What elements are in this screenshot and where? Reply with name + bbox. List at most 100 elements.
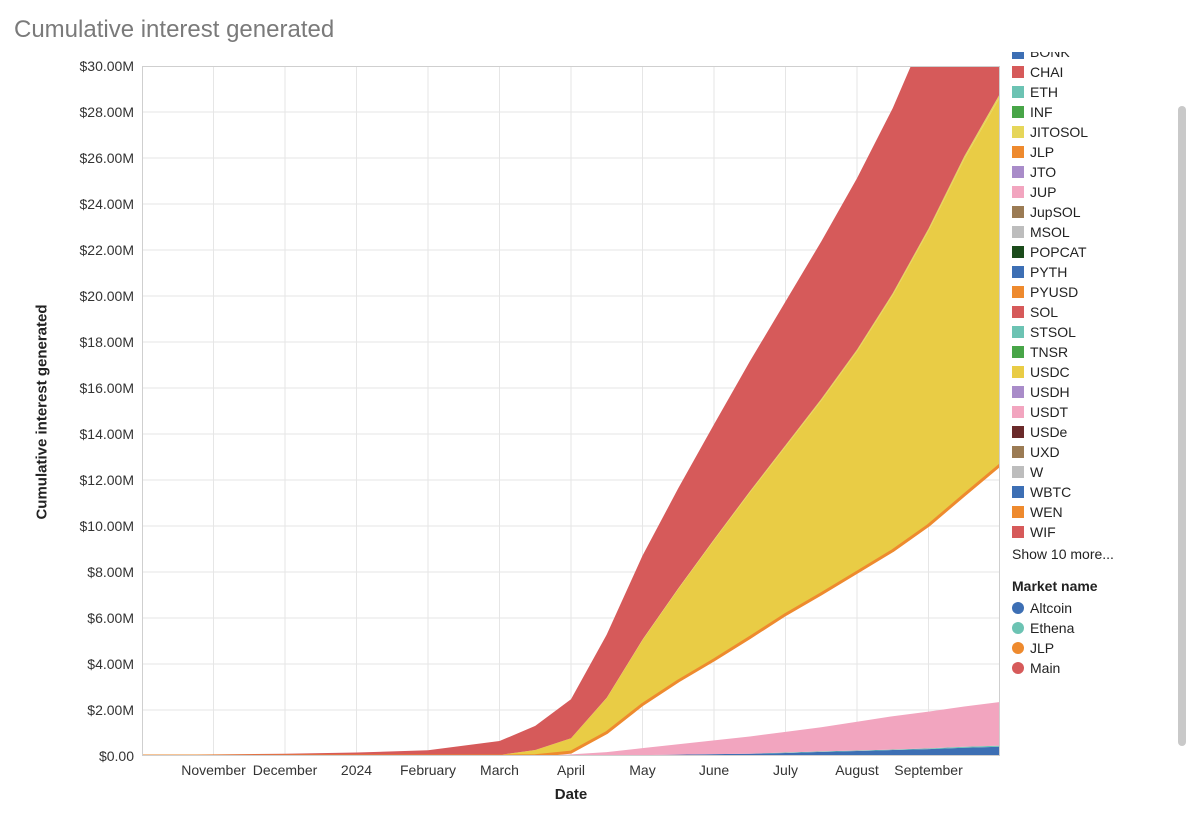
- legend-item[interactable]: JUP: [1012, 182, 1172, 202]
- legend-market-item[interactable]: Main: [1012, 658, 1172, 678]
- legend-label: CHAI: [1030, 65, 1063, 79]
- legend-label: MSOL: [1030, 225, 1070, 239]
- legend-swatch: [1012, 226, 1024, 238]
- legend-market-item[interactable]: Altcoin: [1012, 598, 1172, 618]
- legend-item[interactable]: MSOL: [1012, 222, 1172, 242]
- x-tick-label: July: [773, 762, 798, 778]
- scrollbar-track[interactable]: [1178, 102, 1186, 802]
- legend-item[interactable]: USDe: [1012, 422, 1172, 442]
- legend-item[interactable]: W: [1012, 462, 1172, 482]
- legend-swatch: [1012, 286, 1024, 298]
- chart-frame: Cumulative interest generated $0.00$2.00…: [14, 52, 1186, 812]
- legend-swatch: [1012, 602, 1024, 614]
- x-tick-label: November: [181, 762, 246, 778]
- legend-item[interactable]: JLP: [1012, 142, 1172, 162]
- legend-item[interactable]: BONK: [1012, 52, 1172, 62]
- x-tick-label: September: [894, 762, 962, 778]
- y-tick-label: $0.00: [14, 748, 134, 764]
- x-tick-label: March: [480, 762, 519, 778]
- legend-label: ETH: [1030, 85, 1058, 99]
- legend-item[interactable]: POPCAT: [1012, 242, 1172, 262]
- y-tick-label: $26.00M: [14, 150, 134, 166]
- legend-item[interactable]: WEN: [1012, 502, 1172, 522]
- legend-item[interactable]: TNSR: [1012, 342, 1172, 362]
- legend-label: JUP: [1030, 185, 1056, 199]
- legend-item[interactable]: SOL: [1012, 302, 1172, 322]
- legend-asset-list: BONK CHAI ETH INF JITOSOL JLP JTO JUP JupSOL MSOL…: [1012, 52, 1172, 542]
- y-tick-label: $6.00M: [14, 610, 134, 626]
- legend-swatch: [1012, 662, 1024, 674]
- legend-item[interactable]: USDC: [1012, 362, 1172, 382]
- legend-label: PYTH: [1030, 265, 1067, 279]
- legend-label: WIF: [1030, 525, 1056, 539]
- legend-swatch: [1012, 86, 1024, 98]
- legend-swatch: [1012, 246, 1024, 258]
- scrollbar-thumb[interactable]: [1178, 106, 1186, 746]
- legend-swatch: [1012, 386, 1024, 398]
- legend-item[interactable]: PYTH: [1012, 262, 1172, 282]
- legend-show-more[interactable]: Show 10 more...: [1012, 542, 1172, 566]
- legend-item[interactable]: UXD: [1012, 442, 1172, 462]
- legend-swatch: [1012, 466, 1024, 478]
- legend-item[interactable]: PYUSD: [1012, 282, 1172, 302]
- legend-item[interactable]: WBTC: [1012, 482, 1172, 502]
- legend-market-item[interactable]: Ethena: [1012, 618, 1172, 638]
- legend-label: Altcoin: [1030, 601, 1072, 615]
- legend-label: Main: [1030, 661, 1060, 675]
- area-chart-svg: [142, 66, 1000, 756]
- legend-panel: BONK CHAI ETH INF JITOSOL JLP JTO JUP JupSOL MSOL…: [1012, 52, 1172, 822]
- legend-label: JupSOL: [1030, 205, 1081, 219]
- legend-swatch: [1012, 406, 1024, 418]
- legend-item[interactable]: INF: [1012, 102, 1172, 122]
- legend-item[interactable]: JTO: [1012, 162, 1172, 182]
- legend-item[interactable]: ETH: [1012, 82, 1172, 102]
- legend-swatch: [1012, 166, 1024, 178]
- legend-item[interactable]: JITOSOL: [1012, 122, 1172, 142]
- page-title: Cumulative interest generated: [14, 16, 1186, 44]
- x-tick-label: August: [835, 762, 879, 778]
- legend-label: UXD: [1030, 445, 1060, 459]
- legend-swatch: [1012, 426, 1024, 438]
- legend-swatch: [1012, 186, 1024, 198]
- x-tick-label: December: [253, 762, 318, 778]
- legend-swatch: [1012, 506, 1024, 518]
- legend-item[interactable]: STSOL: [1012, 322, 1172, 342]
- legend-swatch: [1012, 486, 1024, 498]
- y-tick-label: $22.00M: [14, 242, 134, 258]
- legend-label: JLP: [1030, 145, 1054, 159]
- legend-item[interactable]: USDH: [1012, 382, 1172, 402]
- legend-item[interactable]: JupSOL: [1012, 202, 1172, 222]
- x-tick-label: June: [699, 762, 729, 778]
- legend-swatch: [1012, 266, 1024, 278]
- legend-swatch: [1012, 346, 1024, 358]
- legend-swatch: [1012, 622, 1024, 634]
- legend-label: Ethena: [1030, 621, 1074, 635]
- y-tick-label: $16.00M: [14, 380, 134, 396]
- legend-label: WBTC: [1030, 485, 1071, 499]
- legend-swatch: [1012, 446, 1024, 458]
- legend-label: USDH: [1030, 385, 1070, 399]
- legend-label: SOL: [1030, 305, 1058, 319]
- x-tick-label: February: [400, 762, 456, 778]
- legend-swatch: [1012, 642, 1024, 654]
- legend-label: INF: [1030, 105, 1053, 119]
- legend-label: STSOL: [1030, 325, 1076, 339]
- legend-item[interactable]: USDT: [1012, 402, 1172, 422]
- legend-market-item[interactable]: JLP: [1012, 638, 1172, 658]
- legend-swatch: [1012, 366, 1024, 378]
- legend-label: PYUSD: [1030, 285, 1078, 299]
- legend-swatch: [1012, 526, 1024, 538]
- legend-label: BONK: [1030, 52, 1070, 59]
- legend-label: WEN: [1030, 505, 1063, 519]
- legend-label: W: [1030, 465, 1043, 479]
- y-tick-label: $12.00M: [14, 472, 134, 488]
- legend-label: USDC: [1030, 365, 1070, 379]
- legend-label: USDT: [1030, 405, 1068, 419]
- y-tick-label: $8.00M: [14, 564, 134, 580]
- legend-label: USDe: [1030, 425, 1067, 439]
- plot-area[interactable]: [142, 66, 1000, 756]
- x-tick-label: May: [629, 762, 655, 778]
- legend-item[interactable]: WIF: [1012, 522, 1172, 542]
- legend-swatch: [1012, 106, 1024, 118]
- legend-item[interactable]: CHAI: [1012, 62, 1172, 82]
